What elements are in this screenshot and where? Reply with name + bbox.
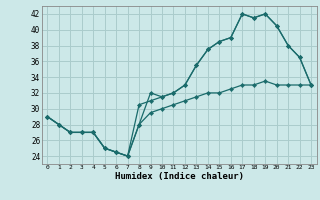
X-axis label: Humidex (Indice chaleur): Humidex (Indice chaleur) xyxy=(115,172,244,181)
